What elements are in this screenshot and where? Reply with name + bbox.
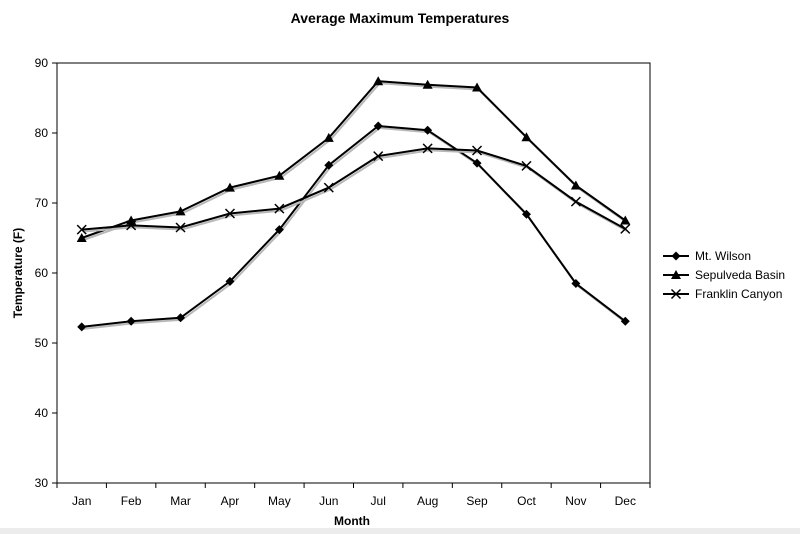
plot-area (56, 62, 651, 484)
data-point (472, 82, 483, 92)
y-axis: 30 40 50 60 70 80 90 (35, 56, 57, 490)
y-tick-label: 80 (35, 126, 49, 140)
data-point (323, 182, 334, 193)
data-point (176, 313, 186, 323)
legend-label: Mt. Wilson (695, 249, 751, 263)
y-tick-label: 70 (35, 196, 49, 210)
data-point (373, 121, 383, 131)
y-tick-label: 40 (35, 406, 49, 420)
legend-item: Mt. Wilson (663, 249, 751, 263)
data-point (521, 209, 531, 219)
series-layer (76, 76, 631, 332)
data-point (224, 208, 235, 219)
x-axis-label: Month (334, 514, 370, 528)
data-point (373, 76, 384, 86)
series-line (81, 147, 626, 231)
y-tick-label: 60 (35, 266, 49, 280)
x-tick-label: Jun (319, 494, 338, 508)
data-point (126, 220, 137, 231)
chart-title: Average Maximum Temperatures (291, 10, 510, 26)
data-point (274, 203, 285, 214)
data-point (324, 160, 334, 170)
data-point (126, 316, 136, 326)
series-3 (76, 143, 631, 235)
data-point (472, 145, 483, 156)
x-tick-label: Mar (170, 494, 191, 508)
data-point (225, 276, 235, 286)
series-line (81, 124, 626, 328)
x-tick-label: Dec (615, 494, 636, 508)
x-tick-label: Feb (121, 494, 142, 508)
y-tick-label: 90 (35, 56, 49, 70)
y-axis-label: Temperature (F) (11, 228, 25, 318)
x-tick-label: Nov (565, 494, 586, 508)
legend: Mt. Wilson Sepulveda Basin Franklin Canyon (663, 249, 785, 301)
series-1 (77, 121, 630, 332)
series-2 (76, 76, 631, 242)
x-axis: Jan Feb Mar Apr May Jun Jul Aug Sep Oct Nov Dec (56, 483, 651, 508)
x-tick-label: Oct (517, 494, 536, 508)
x-tick-label: Sep (466, 494, 488, 508)
data-point (274, 225, 284, 235)
data-point (521, 132, 532, 142)
x-tick-label: May (268, 494, 291, 508)
legend-marker (671, 251, 681, 261)
data-point (323, 132, 334, 142)
x-tick-label: Jan (72, 494, 91, 508)
series-line (81, 80, 626, 239)
y-tick-label: 50 (35, 336, 49, 350)
x-tick-label: Aug (417, 494, 438, 508)
data-point (422, 79, 433, 89)
data-point (373, 151, 384, 162)
y-tick-label: 30 (35, 476, 49, 490)
data-point (76, 224, 87, 235)
legend-label: Franklin Canyon (695, 287, 782, 301)
legend-item: Franklin Canyon (663, 287, 782, 301)
window-bottom-edge (0, 528, 800, 534)
legend-marker (670, 288, 682, 300)
data-point (570, 180, 581, 190)
data-point (274, 170, 285, 180)
data-point (521, 160, 532, 171)
x-tick-label: Jul (371, 494, 386, 508)
data-point (571, 279, 581, 288)
data-point (423, 125, 433, 135)
legend-item: Sepulveda Basin (663, 268, 785, 282)
data-point (422, 143, 433, 154)
data-point (175, 222, 186, 233)
legend-marker (671, 270, 681, 279)
legend-label: Sepulveda Basin (695, 268, 785, 282)
data-point (620, 223, 631, 234)
data-point (620, 215, 631, 225)
data-point (620, 316, 630, 326)
data-point (175, 206, 186, 216)
data-point (472, 158, 482, 168)
data-point (77, 322, 87, 332)
data-point (224, 182, 235, 192)
x-tick-label: Apr (221, 494, 240, 508)
data-point (76, 233, 87, 242)
data-point (570, 196, 581, 207)
